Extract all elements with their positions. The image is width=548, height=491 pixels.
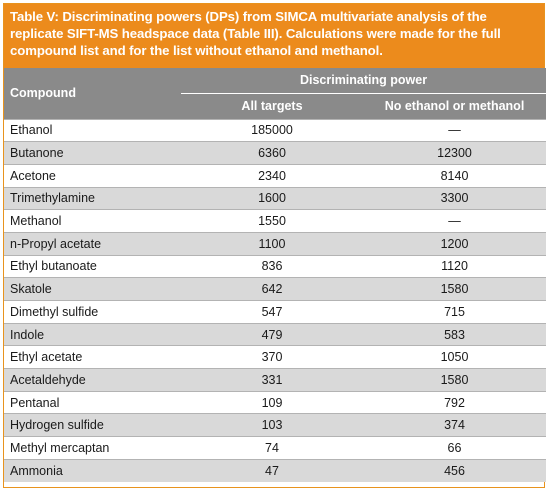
dp-no-ethanol-methanol: 583	[363, 322, 547, 346]
table-row: Acetaldehyde 331 1580	[4, 368, 547, 392]
table-row: Butanone 6360 12300	[4, 141, 547, 165]
dp-no-ethanol-methanol: 456	[363, 458, 547, 482]
header-discriminating-power: Discriminating power	[181, 68, 547, 94]
dp-no-ethanol-methanol: 3300	[363, 186, 547, 210]
compound-name: Methanol	[4, 209, 181, 233]
dp-no-ethanol-methanol: 12300	[363, 141, 547, 165]
dp-no-ethanol-methanol: 1580	[363, 368, 547, 392]
dp-no-ethanol-methanol: 715	[363, 300, 547, 324]
dp-all-targets: 74	[181, 436, 363, 460]
dp-no-ethanol-methanol: 792	[363, 390, 547, 414]
table-row: Acetone 2340 8140	[4, 163, 547, 188]
dp-all-targets: 370	[181, 345, 363, 369]
compound-name: Pentanal	[4, 390, 181, 414]
compound-name: Skatole	[4, 277, 181, 301]
compound-name: Acetaldehyde	[4, 368, 181, 392]
table-row: Methyl mercaptan 74 66	[4, 436, 547, 460]
table-row: Ethanol 185000—	[4, 118, 547, 142]
table-row: Dimethyl sulfide 547 715	[4, 300, 547, 324]
discriminating-power-table: Compound Discriminating power All target…	[4, 68, 547, 482]
dp-all-targets: 103	[181, 413, 363, 437]
dp-all-targets: 331	[181, 368, 363, 392]
dp-all-targets: 1100	[181, 231, 363, 256]
dp-no-ethanol-methanol: 374	[363, 413, 547, 437]
dp-no-ethanol-methanol: 66	[363, 436, 547, 460]
compound-name: Methyl mercaptan	[4, 436, 181, 460]
compound-name: Indole	[4, 322, 181, 346]
table-row: n-Propyl acetate 1100 1200	[4, 231, 547, 256]
compound-name: Ethyl butanoate	[4, 254, 181, 278]
dp-all-targets: 836	[181, 254, 363, 278]
dp-all-targets: 47	[181, 458, 363, 482]
table-row: Ammonia 47 456	[4, 458, 547, 482]
dp-all-targets: 6360	[181, 141, 363, 165]
compound-name: Hydrogen sulfide	[4, 413, 181, 437]
dp-all-targets: 479	[181, 322, 363, 346]
compound-name: Ammonia	[4, 458, 181, 482]
table-row: Skatole 642 1580	[4, 277, 547, 301]
compound-name: Trimethylamine	[4, 186, 181, 210]
compound-name: Ethanol	[4, 118, 181, 142]
dp-all-targets: 109	[181, 390, 363, 414]
table-row: Methanol 1550—	[4, 209, 547, 233]
compound-name: Acetone	[4, 163, 181, 188]
header-all-targets: All targets	[181, 93, 363, 119]
compound-name: Ethyl acetate	[4, 345, 181, 369]
header-compound: Compound	[4, 68, 181, 119]
table-row: Hydrogen sulfide 103 374	[4, 413, 547, 437]
dp-all-targets: 1600	[181, 186, 363, 210]
table-body: Ethanol 185000— Butanone 6360 12300 Acetone…	[4, 118, 547, 482]
table-row: Indole 479 583	[4, 322, 547, 346]
dp-no-ethanol-methanol: —	[363, 209, 547, 233]
dp-all-targets: 1550	[181, 209, 363, 233]
table-row: Trimethylamine 1600 3300	[4, 186, 547, 210]
table-caption: Table V: Discriminating powers (DPs) fro…	[4, 4, 544, 68]
dp-all-targets: 642	[181, 277, 363, 301]
dp-no-ethanol-methanol: 1050	[363, 345, 547, 369]
dp-no-ethanol-methanol: —	[363, 118, 547, 142]
compound-name: Dimethyl sulfide	[4, 300, 181, 324]
compound-name: n-Propyl acetate	[4, 231, 181, 256]
dp-no-ethanol-methanol: 1580	[363, 277, 547, 301]
table-row: Ethyl acetate 370 1050	[4, 345, 547, 369]
dp-no-ethanol-methanol: 1200	[363, 231, 547, 256]
dp-all-targets: 547	[181, 300, 363, 324]
dp-no-ethanol-methanol: 1120	[363, 254, 547, 278]
dp-all-targets: 2340	[181, 163, 363, 188]
dp-no-ethanol-methanol: 8140	[363, 163, 547, 188]
table-row: Ethyl butanoate 836 1120	[4, 254, 547, 278]
compound-name: Butanone	[4, 141, 181, 165]
table-row: Pentanal 109 792	[4, 390, 547, 414]
table-frame: Table V: Discriminating powers (DPs) fro…	[3, 3, 547, 488]
header-no-ethanol-methanol: No ethanol or methanol	[363, 93, 547, 119]
dp-all-targets: 185000	[181, 118, 363, 142]
